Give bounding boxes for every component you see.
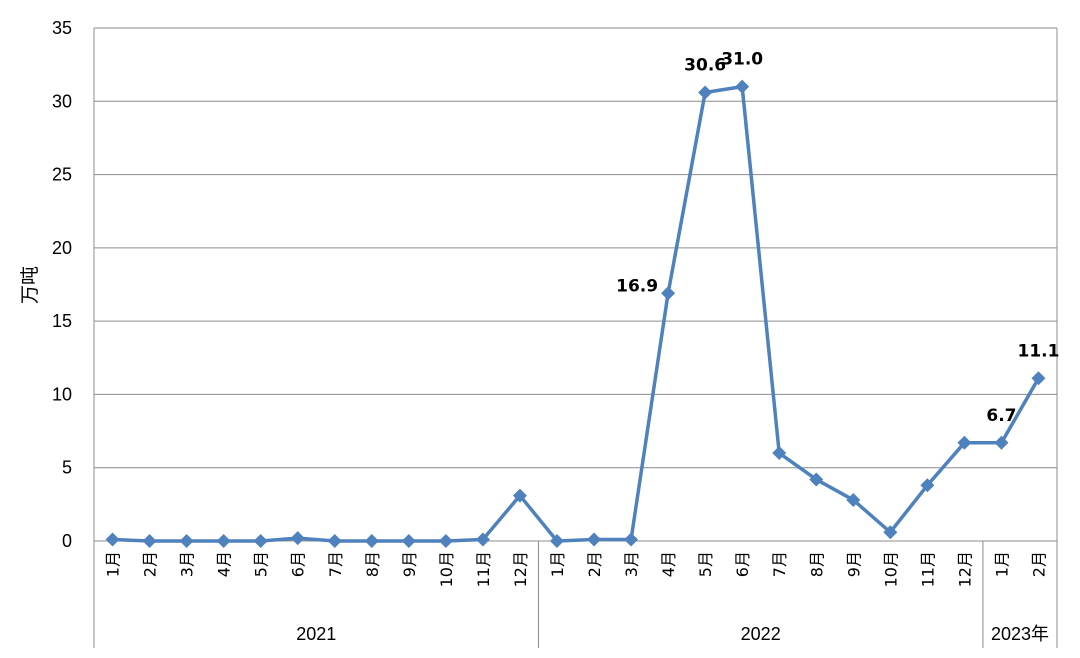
x-tick-label: 11月 [918, 551, 937, 587]
data-point [846, 492, 861, 507]
data-point [1031, 371, 1046, 386]
x-tick-label: 12月 [955, 551, 974, 587]
year-label: 2022 [741, 624, 781, 644]
data-point [327, 534, 342, 548]
data-point [216, 534, 231, 548]
y-tick-label: 15 [52, 311, 72, 331]
x-tick-label: 1月 [548, 551, 567, 577]
data-point [661, 286, 676, 301]
data-label: 6.7 [986, 406, 1016, 426]
y-tick-label: 5 [62, 458, 72, 478]
x-tick-label: 8月 [807, 551, 826, 577]
data-point [883, 525, 898, 540]
x-tick-label: 4月 [215, 551, 234, 577]
data-point [920, 478, 935, 493]
data-point [364, 534, 379, 548]
x-tick-label: 10月 [881, 551, 900, 587]
data-point [809, 472, 824, 487]
x-tick-label: 2月 [585, 551, 604, 577]
data-point [772, 446, 787, 461]
data-point [549, 534, 564, 548]
x-tick-label: 5月 [252, 551, 271, 577]
data-point [735, 79, 750, 94]
data-point [994, 435, 1009, 450]
x-tick-label: 7月 [770, 551, 789, 577]
y-tick-label: 20 [52, 238, 72, 258]
x-axis: 1月 2月 3月 4月 5月 6月 7月 8月 9月 10月 11月 12月 1月 2月 3月 4月 5月 6月 7… [104, 541, 1049, 648]
x-tick-label: 1月 [104, 551, 123, 577]
data-point [290, 531, 305, 546]
x-tick-label: 12月 [511, 551, 530, 587]
x-tick-label: 2月 [1029, 551, 1048, 577]
data-point [142, 534, 157, 548]
x-tick-label: 7月 [326, 551, 345, 577]
x-tick-label: 6月 [733, 551, 752, 577]
data-point [438, 534, 453, 548]
x-tick-label: 11月 [474, 551, 493, 587]
data-point [512, 488, 527, 503]
x-tick-label: 6月 [289, 551, 308, 577]
data-label: 30.6 [684, 55, 726, 75]
series-layer [105, 79, 1046, 548]
data-point [624, 532, 639, 547]
y-tick-label: 10 [52, 384, 72, 404]
x-tick-label: 10月 [437, 551, 456, 587]
data-point [401, 534, 416, 548]
y-tick-label: 25 [52, 165, 72, 185]
y-tick-label: 35 [52, 18, 72, 38]
data-point [957, 435, 972, 450]
data-label: 16.9 [616, 276, 658, 296]
year-label: 2023年 [991, 624, 1049, 644]
x-tick-label: 8月 [363, 551, 382, 577]
data-point [587, 532, 602, 547]
y-tick-label: 30 [52, 91, 72, 111]
y-axis-label: 万吨 [19, 266, 41, 304]
series-line [112, 84, 1040, 543]
data-point [698, 85, 713, 100]
x-tick-label: 3月 [622, 551, 641, 577]
data-point [253, 534, 268, 548]
data-point [105, 532, 120, 547]
data-labels: 16.9 30.631.0 6.7 11.1 [616, 50, 1059, 426]
data-label: 11.1 [1018, 341, 1060, 361]
data-label: 31.0 [721, 50, 763, 70]
year-label: 2021 [296, 624, 336, 644]
x-tick-label: 5月 [696, 551, 715, 577]
grid-lines [93, 27, 1058, 648]
y-axis-ticks: 0 5 10 15 20 25 30 35 [52, 18, 72, 551]
x-tick-label: 3月 [178, 551, 197, 577]
data-point [179, 534, 194, 548]
x-tick-label: 2月 [141, 551, 160, 577]
x-tick-label: 9月 [400, 551, 419, 577]
x-tick-label: 4月 [659, 551, 678, 577]
x-tick-label: 9月 [844, 551, 863, 577]
data-point [475, 532, 490, 547]
y-tick-label: 0 [62, 531, 72, 551]
x-tick-label: 1月 [992, 551, 1011, 577]
